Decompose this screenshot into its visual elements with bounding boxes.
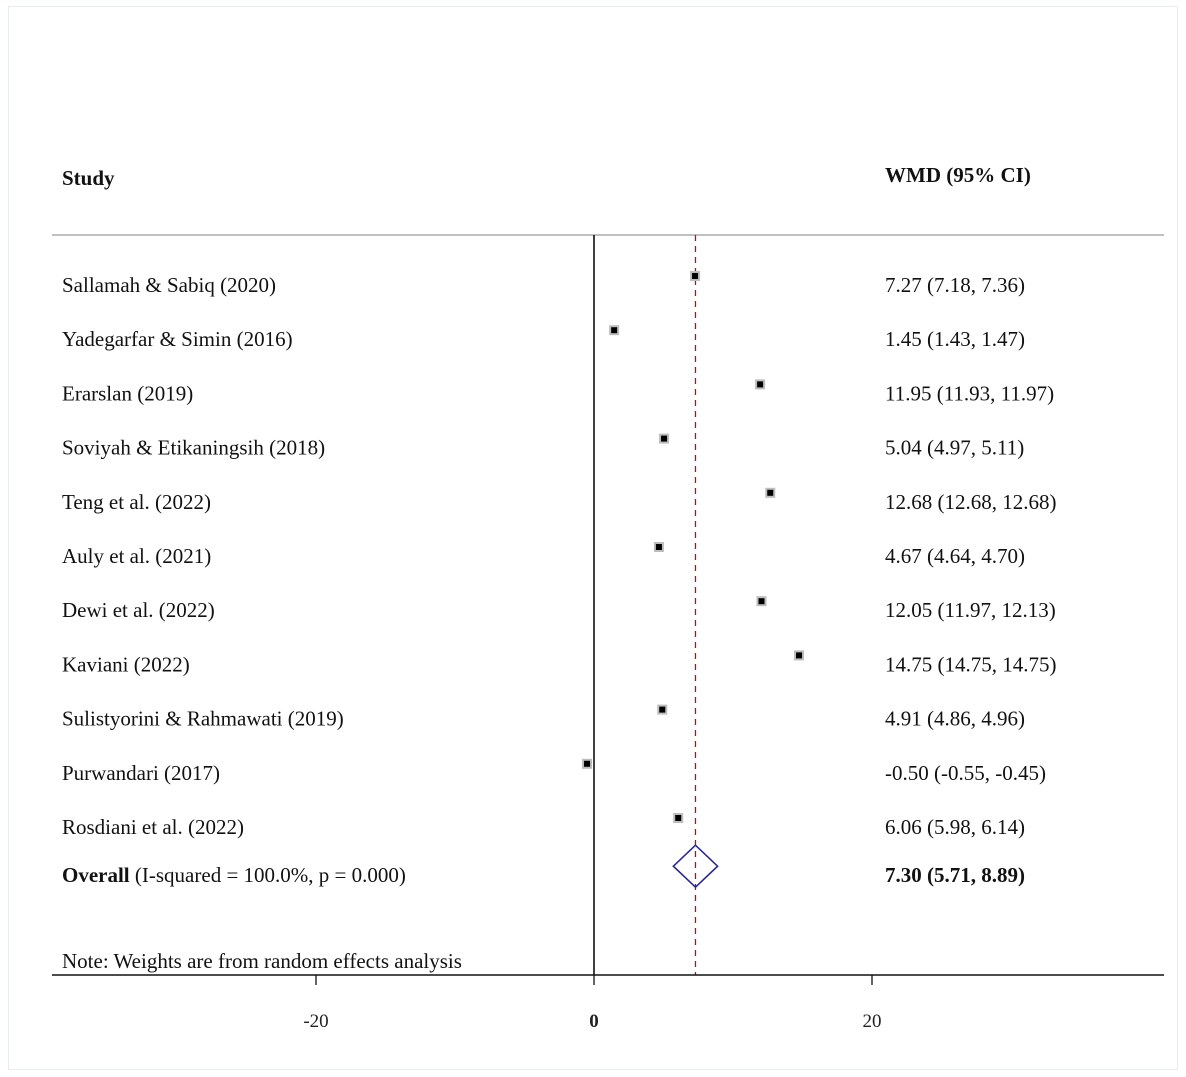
chart-frame bbox=[8, 6, 1178, 1070]
study-name: Sulistyorini & Rahmawati (2019) bbox=[62, 707, 344, 731]
study-row: Dewi et al. (2022) 12.05 (11.97, 12.13) bbox=[62, 596, 1056, 622]
study-row: Yadegarfar & Simin (2016) 1.45 (1.43, 1.4… bbox=[62, 325, 1025, 351]
effect-ci-text: 12.68 (12.68, 12.68) bbox=[885, 490, 1057, 514]
overall-label-line: Overall (I-squared = 100.0%, p = 0.000) bbox=[62, 863, 406, 887]
point-estimate bbox=[611, 327, 618, 334]
study-row: Sulistyorini & Rahmawati (2019) 4.91 (4.8… bbox=[62, 704, 1025, 731]
x-tick-label: -20 bbox=[303, 1011, 328, 1032]
point-estimate bbox=[584, 760, 591, 767]
study-row: Sallamah & Sabiq (2020) 7.27 (7.18, 7.36) bbox=[62, 271, 1025, 297]
point-estimate bbox=[758, 598, 765, 605]
study-row: Teng et al. (2022) 12.68 (12.68, 12.68) bbox=[62, 487, 1057, 514]
study-name: Soviyah & Etikaningsih (2018) bbox=[62, 436, 325, 460]
effect-ci-text: 6.06 (5.98, 6.14) bbox=[885, 815, 1025, 839]
overall-stats: (I-squared = 100.0%, p = 0.000) bbox=[130, 863, 406, 887]
point-estimate bbox=[767, 489, 774, 496]
overall-ci-text: 7.30 (5.71, 8.89) bbox=[885, 863, 1025, 887]
study-row: Erarslan (2019) 11.95 (11.93, 11.97) bbox=[62, 379, 1054, 405]
study-name: Yadegarfar & Simin (2016) bbox=[62, 327, 293, 351]
x-ticks: -20 0 20 bbox=[303, 975, 882, 1032]
study-name: Kaviani (2022) bbox=[62, 652, 190, 676]
effect-ci-text: 12.05 (11.97, 12.13) bbox=[885, 598, 1056, 622]
point-estimate bbox=[655, 544, 662, 550]
effect-ci-text: 7.27 (7.18, 7.36) bbox=[885, 273, 1025, 297]
effect-ci-text: 5.04 (4.97, 5.11) bbox=[885, 436, 1024, 460]
effect-ci-text: 4.67 (4.64, 4.70) bbox=[885, 544, 1025, 568]
effect-column-header: WMD (95% CI) bbox=[885, 163, 1031, 187]
study-row: Purwandari (2017) -0.50 (-0.55, -0.45) bbox=[62, 758, 1046, 785]
study-column-header: Study bbox=[62, 166, 115, 190]
x-tick-label: 0 bbox=[589, 1011, 599, 1032]
study-name: Auly et al. (2021) bbox=[62, 544, 211, 568]
study-row: Auly et al. (2021) 4.67 (4.64, 4.70) bbox=[62, 542, 1025, 568]
study-row: Rosdiani et al. (2022) 6.06 (5.98, 6.14) bbox=[62, 813, 1025, 839]
study-name: Purwandari (2017) bbox=[62, 761, 220, 785]
study-name: Erarslan (2019) bbox=[62, 381, 193, 405]
study-name: Teng et al. (2022) bbox=[62, 490, 211, 514]
effect-ci-text: 4.91 (4.86, 4.96) bbox=[885, 707, 1025, 731]
overall-label: Overall bbox=[62, 863, 130, 887]
study-name: Dewi et al. (2022) bbox=[62, 598, 215, 622]
point-estimate bbox=[661, 435, 668, 442]
point-estimate bbox=[757, 381, 764, 388]
study-rows: Sallamah & Sabiq (2020) 7.27 (7.18, 7.36)… bbox=[62, 235, 1057, 975]
effect-ci-text: 11.95 (11.93, 11.97) bbox=[885, 381, 1054, 405]
study-row: Kaviani (2022) 14.75 (14.75, 14.75) bbox=[62, 650, 1057, 676]
study-name: Sallamah & Sabiq (2020) bbox=[62, 273, 276, 297]
effect-ci-text: 1.45 (1.43, 1.47) bbox=[885, 327, 1025, 351]
effect-ci-text: -0.50 (-0.55, -0.45) bbox=[885, 761, 1046, 785]
point-estimate bbox=[659, 706, 666, 713]
weights-note: Note: Weights are from random effects an… bbox=[62, 949, 462, 973]
overall-row: Overall (I-squared = 100.0%, p = 0.000) 7… bbox=[62, 844, 1025, 889]
point-estimate bbox=[692, 273, 699, 279]
study-name: Rosdiani et al. (2022) bbox=[62, 815, 244, 839]
x-tick-label: 20 bbox=[863, 1011, 882, 1032]
point-estimate bbox=[675, 815, 682, 821]
point-estimate bbox=[796, 652, 803, 659]
overall-diamond bbox=[672, 844, 719, 889]
effect-ci-text: 14.75 (14.75, 14.75) bbox=[885, 652, 1057, 676]
study-row: Soviyah & Etikaningsih (2018) 5.04 (4.97,… bbox=[62, 433, 1024, 460]
